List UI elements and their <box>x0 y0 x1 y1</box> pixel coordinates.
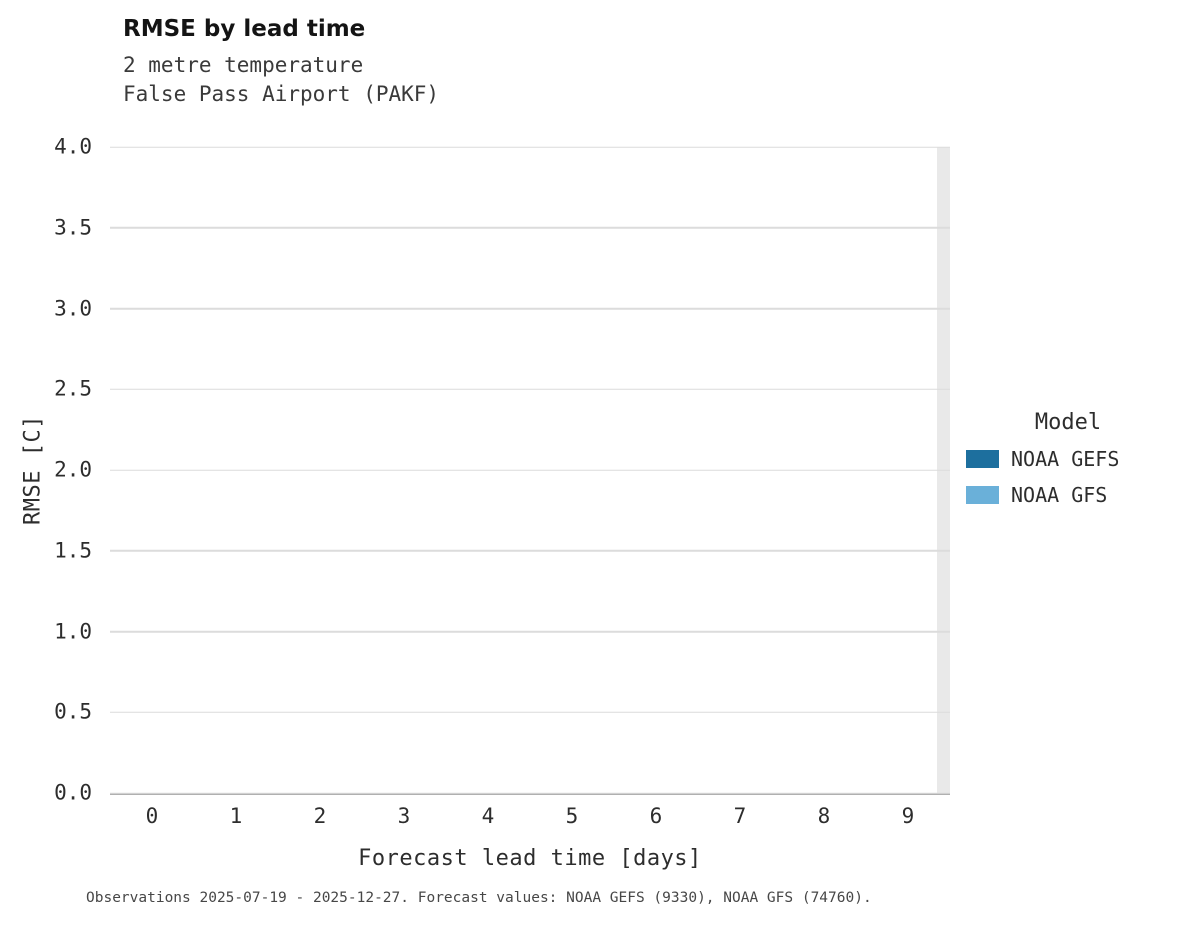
legend-item-noaa-gfs: NOAA GFS <box>962 483 1174 507</box>
chart-subtitle-variable: 2 metre temperature <box>123 53 364 77</box>
x-axis-title: Forecast lead time [days] <box>358 846 702 871</box>
x-tick-label-0: 0 <box>145 804 159 828</box>
y-tick-label-1.0: 1.0 <box>54 619 92 643</box>
legend-item-noaa-gefs: NOAA GEFS <box>962 447 1174 471</box>
x-tick-label-5: 5 <box>565 804 579 828</box>
x-tick-label-8: 8 <box>817 804 831 828</box>
legend-label-noaa-gfs: NOAA GFS <box>1011 483 1108 507</box>
x-tick-label-2: 2 <box>313 804 327 828</box>
gridline-y-0.5 <box>110 711 950 713</box>
y-tick-label-2.5: 2.5 <box>54 376 92 401</box>
y-tick-label-4.0: 4.0 <box>54 134 92 159</box>
chart-header: RMSE by lead time 2 metre temperature Fa… <box>123 16 439 109</box>
y-axis-tick-labels: 0.0 0.5 1.0 1.5 2.0 2.5 3.0 3.5 4.0 <box>0 136 100 803</box>
x-tick-label-7: 7 <box>733 804 747 828</box>
gridline-y-2.5 <box>110 388 950 390</box>
legend-label-noaa-gefs: NOAA GEFS <box>1011 447 1120 471</box>
legend-items: NOAA GEFS NOAA GFS <box>962 447 1174 507</box>
chart-subtitle-station: False Pass Airport (PAKF) <box>123 82 440 106</box>
legend-title: Model <box>1034 410 1102 435</box>
gridline-y-4.0 <box>110 146 950 148</box>
x-tick-label-1: 1 <box>229 804 243 828</box>
x-axis-tick-labels: 0 1 2 3 4 5 6 7 8 9 <box>110 804 950 834</box>
gridline-y-1.0 <box>110 630 950 633</box>
chart-title: RMSE by lead time <box>123 16 366 42</box>
y-tick-label-3.5: 3.5 <box>54 215 92 240</box>
y-tick-label-3.0: 3.0 <box>54 296 92 320</box>
plot-area <box>110 146 950 795</box>
x-tick-label-3: 3 <box>397 804 411 828</box>
gridline-y-1.5 <box>110 550 950 552</box>
y-tick-label-0.0: 0.0 <box>54 780 92 805</box>
x-tick-label-6: 6 <box>649 804 663 828</box>
legend: Model NOAA GEFS NOAA GFS <box>962 410 1174 519</box>
gridline-y-3.5 <box>110 227 950 229</box>
legend-swatch-noaa-gefs <box>966 450 999 468</box>
gridline-y-0.0 <box>110 792 950 794</box>
y-tick-label-2.0: 2.0 <box>54 457 92 482</box>
y-tick-label-1.5: 1.5 <box>54 538 92 563</box>
x-tick-label-9: 9 <box>901 804 915 828</box>
x-tick-label-4: 4 <box>481 804 495 828</box>
gridline-y-3.0 <box>110 307 950 310</box>
y-tick-label-0.5: 0.5 <box>54 699 92 724</box>
gridline-y-2.0 <box>110 469 950 471</box>
legend-swatch-noaa-gfs <box>966 486 999 504</box>
footer-caption: Observations 2025-07-19 - 2025-12-27. Fo… <box>86 890 872 906</box>
